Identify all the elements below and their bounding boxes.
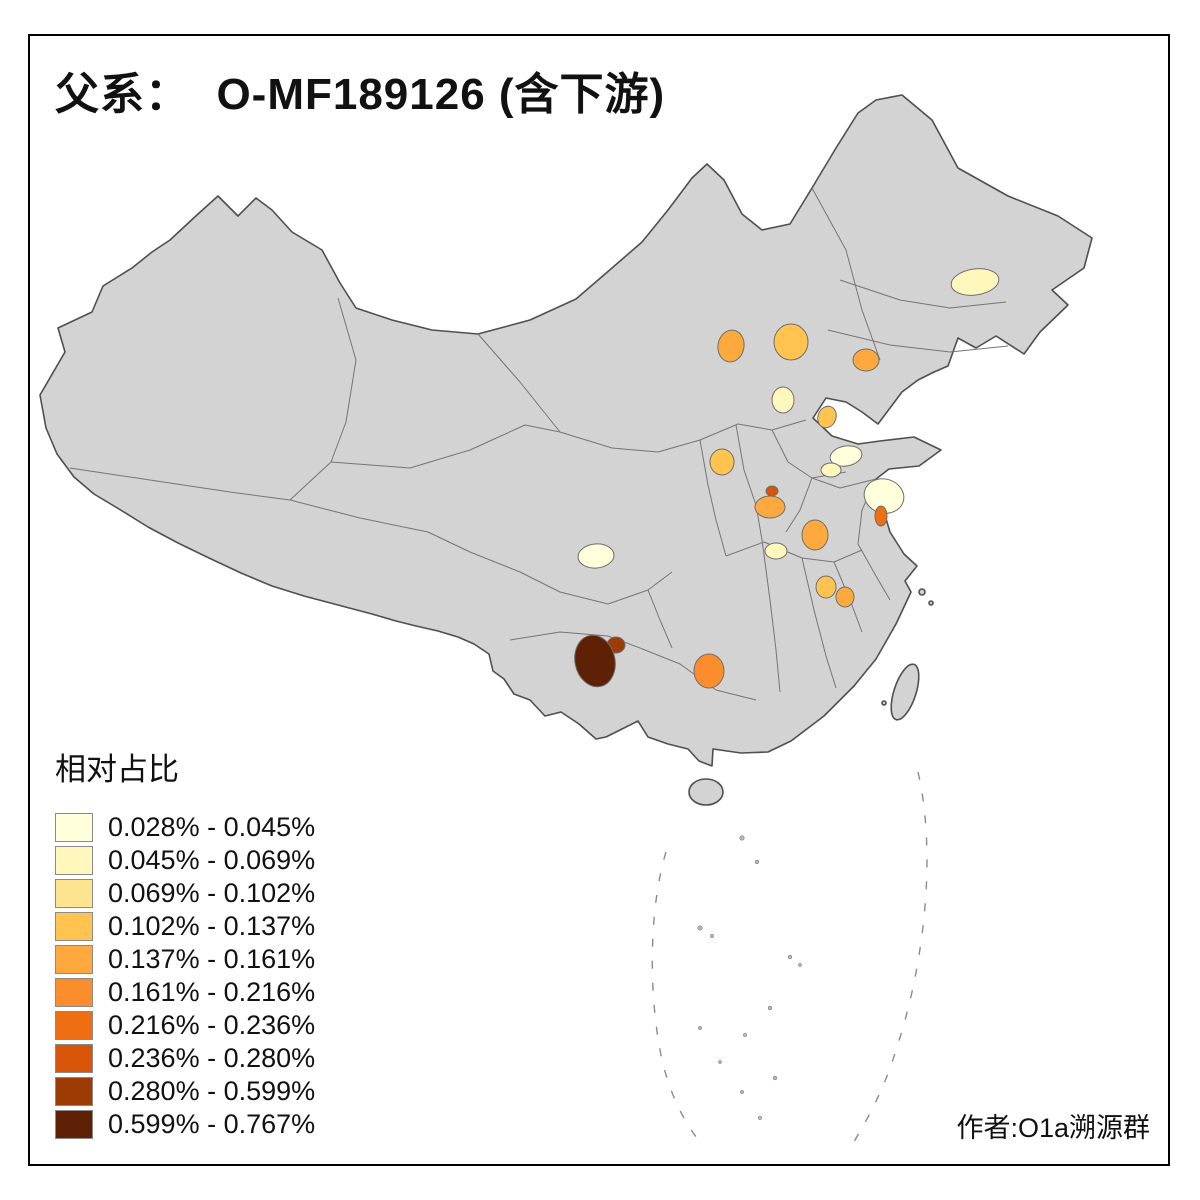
legend-row: 0.236% - 0.280% bbox=[55, 1042, 315, 1075]
highlighted-region bbox=[709, 448, 735, 476]
legend-label: 0.028% - 0.045% bbox=[108, 812, 316, 842]
legend-label: 0.137% - 0.161% bbox=[108, 944, 316, 974]
highlighted-region bbox=[852, 348, 880, 372]
legend-row: 0.137% - 0.161% bbox=[55, 943, 315, 976]
highlighted-region bbox=[950, 268, 1000, 296]
coastal-island bbox=[918, 588, 926, 596]
highlighted-region bbox=[817, 405, 837, 429]
legend-row: 0.102% - 0.137% bbox=[55, 910, 315, 943]
legend-swatch bbox=[55, 1077, 93, 1106]
legend-swatch bbox=[55, 978, 93, 1007]
legend-label: 0.599% - 0.767% bbox=[108, 1109, 316, 1139]
highlighted-region bbox=[574, 634, 616, 688]
map-title: 父系： O-MF189126 (含下游) bbox=[55, 70, 666, 119]
legend-row: 0.045% - 0.069% bbox=[55, 844, 315, 877]
highlighted-region bbox=[577, 543, 615, 569]
legend-swatch bbox=[55, 1011, 93, 1040]
legend-row: 0.280% - 0.599% bbox=[55, 1075, 315, 1108]
legend: 相对占比 0.028% - 0.045% 0.045% - 0.069% 0.069… bbox=[55, 744, 315, 1141]
legend-swatch bbox=[55, 879, 93, 908]
hainan-island bbox=[688, 778, 724, 806]
legend-swatch bbox=[55, 912, 93, 941]
highlighted-regions bbox=[574, 268, 1000, 689]
nine-dash-line-west bbox=[651, 851, 701, 1143]
highlighted-region bbox=[765, 485, 779, 497]
legend-rows: 0.028% - 0.045% 0.045% - 0.069% 0.069% - 0… bbox=[55, 811, 315, 1141]
legend-label: 0.161% - 0.216% bbox=[108, 977, 316, 1007]
highlighted-region bbox=[754, 495, 786, 519]
coastal-island bbox=[881, 700, 887, 706]
highlighted-region bbox=[717, 329, 745, 363]
highlighted-region bbox=[815, 575, 837, 599]
sea-islets bbox=[697, 835, 802, 1120]
legend-row: 0.216% - 0.236% bbox=[55, 1009, 315, 1042]
landmass bbox=[39, 94, 1093, 806]
legend-swatch bbox=[55, 846, 93, 875]
highlighted-region bbox=[771, 386, 795, 414]
legend-row: 0.028% - 0.045% bbox=[55, 811, 315, 844]
legend-label: 0.280% - 0.599% bbox=[108, 1076, 316, 1106]
legend-row: 0.069% - 0.102% bbox=[55, 877, 315, 910]
legend-row: 0.161% - 0.216% bbox=[55, 976, 315, 1009]
taiwan-island bbox=[890, 663, 920, 721]
highlighted-region bbox=[773, 323, 809, 361]
highlighted-region bbox=[764, 542, 788, 560]
highlighted-region bbox=[874, 505, 888, 527]
highlighted-region bbox=[801, 519, 829, 551]
mainland-outline bbox=[39, 94, 1093, 767]
legend-label: 0.045% - 0.069% bbox=[108, 845, 316, 875]
legend-row: 0.599% - 0.767% bbox=[55, 1108, 315, 1141]
legend-label: 0.236% - 0.280% bbox=[108, 1043, 316, 1073]
highlighted-region bbox=[829, 445, 863, 467]
highlighted-region bbox=[820, 462, 842, 478]
legend-swatch bbox=[55, 1044, 93, 1073]
south-china-sea-boundary bbox=[651, 771, 928, 1146]
legend-swatch bbox=[55, 1110, 93, 1139]
coastal-island bbox=[928, 600, 934, 606]
legend-swatch bbox=[55, 813, 93, 842]
highlighted-region bbox=[835, 586, 855, 608]
highlighted-region bbox=[693, 653, 725, 689]
legend-label: 0.102% - 0.137% bbox=[108, 911, 316, 941]
nine-dash-line-east bbox=[851, 771, 928, 1146]
legend-title: 相对占比 bbox=[55, 752, 179, 787]
legend-label: 0.216% - 0.236% bbox=[108, 1010, 316, 1040]
legend-label: 0.069% - 0.102% bbox=[108, 878, 316, 908]
legend-swatch bbox=[55, 945, 93, 974]
author-credit: 作者:O1a溯源群 bbox=[956, 1113, 1150, 1143]
